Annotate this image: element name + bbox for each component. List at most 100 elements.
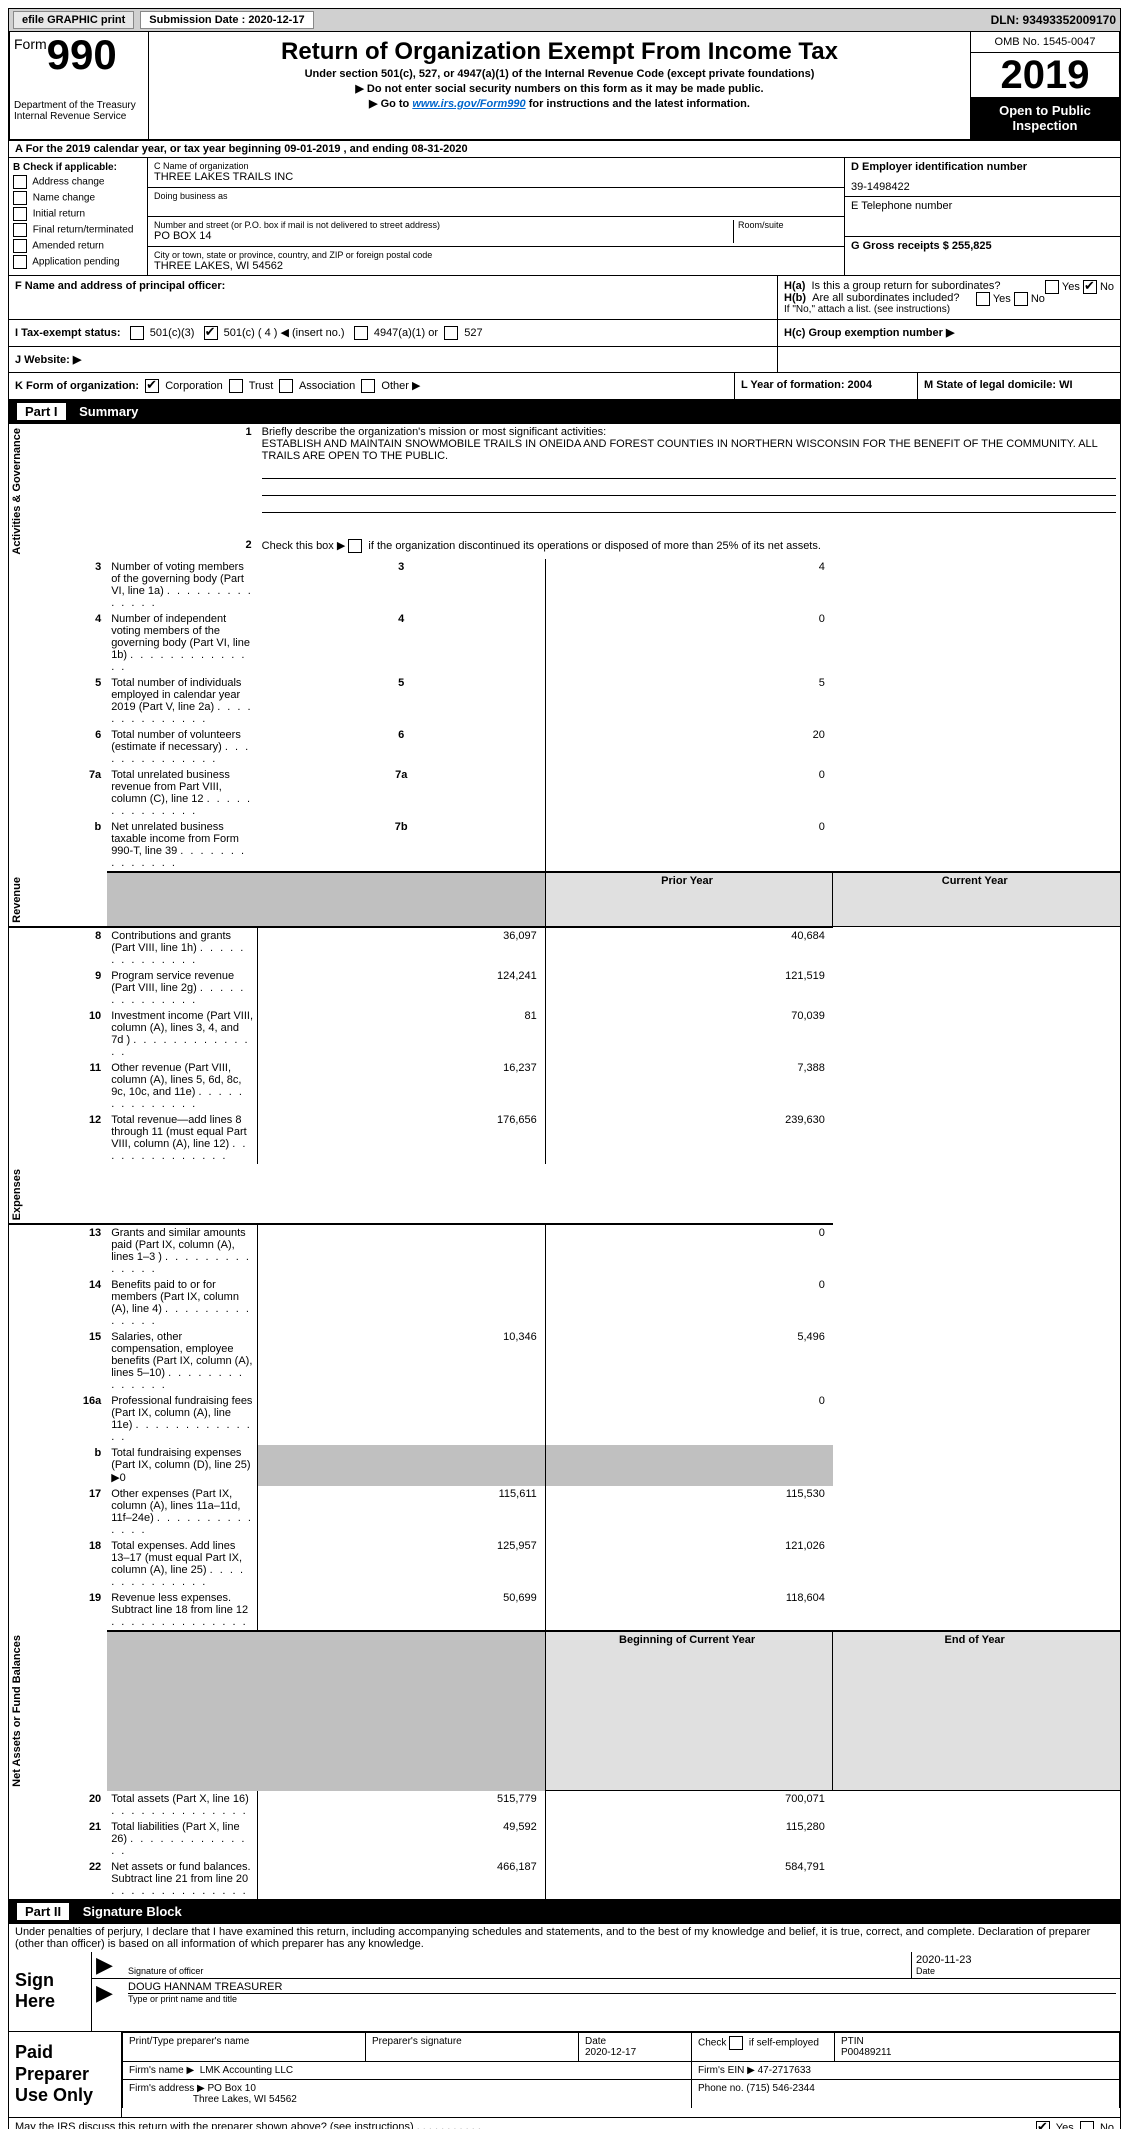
- org-name-cell: C Name of organization THREE LAKES TRAIL…: [148, 158, 844, 188]
- subtitle-3: ▶ Go to www.irs.gov/Form990 for instruct…: [155, 97, 964, 110]
- side-revenue: Revenue: [9, 872, 108, 927]
- assoc-checkbox[interactable]: [279, 379, 293, 393]
- ptin-val: P00489211: [841, 2047, 891, 2058]
- side-netassets: Net Assets or Fund Balances: [9, 1631, 108, 1791]
- form-number: 990: [47, 31, 117, 78]
- sig-date-val: 2020-11-23: [916, 1954, 1116, 1966]
- firm-name-label: Firm's name ▶: [129, 2065, 194, 2076]
- dba-label: Doing business as: [154, 191, 838, 201]
- efile-button[interactable]: efile GRAPHIC print: [13, 11, 134, 29]
- self-employed-checkbox[interactable]: [729, 2036, 743, 2050]
- phone-val: (715) 546-2344: [746, 2083, 814, 2094]
- part-2-header: Part II Signature Block: [8, 1900, 1121, 1924]
- ha-no-checkbox[interactable]: [1083, 280, 1097, 294]
- py-val: [258, 1393, 546, 1445]
- firm-ein: 47-2717633: [758, 2065, 811, 2076]
- header-left: Form990 Department of the Treasury Inter…: [10, 32, 149, 139]
- city-label: City or town, state or province, country…: [154, 250, 838, 260]
- py-val: 16,237: [258, 1060, 546, 1112]
- d-label: D Employer identification number: [851, 161, 1027, 173]
- current-year-header: Current Year: [833, 872, 1121, 927]
- part-2-label: Part II: [17, 1903, 69, 1920]
- gross-receipts-cell: G Gross receipts $ 255,825: [845, 237, 1120, 275]
- line2-checkbox[interactable]: [348, 539, 362, 553]
- hb-yes-checkbox[interactable]: [976, 292, 990, 306]
- firm-ein-label: Firm's EIN ▶: [698, 2065, 755, 2076]
- col-b-checkboxes: B Check if applicable: Address change Na…: [9, 158, 148, 275]
- header-right: OMB No. 1545-0047 2019 Open to Public In…: [970, 32, 1119, 139]
- line-desc: Professional fundraising fees (Part IX, …: [107, 1393, 257, 1445]
- form-label: Form: [14, 36, 47, 52]
- cy-val: 239,630: [545, 1112, 833, 1164]
- tax-year: 2019: [971, 53, 1119, 97]
- line-desc: Total unrelated business revenue from Pa…: [107, 767, 257, 819]
- print-name-label: Print/Type preparer's name: [129, 2036, 249, 2047]
- line-box: 7a: [258, 767, 546, 819]
- other-checkbox[interactable]: [361, 379, 375, 393]
- f-label: F Name and address of principal officer:: [15, 280, 225, 292]
- block-f-h: F Name and address of principal officer:…: [8, 276, 1121, 320]
- cy-val: 40,684: [545, 927, 833, 968]
- line-desc: Total fundraising expenses (Part IX, col…: [107, 1445, 257, 1486]
- cy-val: 115,280: [545, 1819, 833, 1859]
- e-label: E Telephone number: [851, 200, 952, 212]
- discuss-no-checkbox[interactable]: [1080, 2121, 1094, 2129]
- corp-checkbox[interactable]: [145, 379, 159, 393]
- m-state: M State of legal domicile: WI: [924, 379, 1073, 391]
- py-val: 49,592: [258, 1819, 546, 1859]
- hb-no-checkbox[interactable]: [1014, 292, 1028, 306]
- i-label: I Tax-exempt status:: [15, 327, 121, 339]
- 527-checkbox[interactable]: [444, 326, 458, 340]
- py-val: 10,346: [258, 1329, 546, 1393]
- cy-val: 584,791: [545, 1859, 833, 1900]
- line-desc: Other revenue (Part VIII, column (A), li…: [107, 1060, 257, 1112]
- open-public: Open to Public Inspection: [971, 97, 1119, 139]
- line-desc: Investment income (Part VIII, column (A)…: [107, 1008, 257, 1060]
- colb-option[interactable]: Amended return: [13, 239, 143, 253]
- top-bar: efile GRAPHIC print Submission Date : 20…: [8, 8, 1121, 32]
- 4947-checkbox[interactable]: [354, 326, 368, 340]
- py-val: 50,699: [258, 1590, 546, 1631]
- k-label: K Form of organization:: [15, 380, 139, 392]
- colb-option[interactable]: Name change: [13, 191, 143, 205]
- cy-val: 700,071: [545, 1791, 833, 1819]
- ptin-label: PTIN: [841, 2036, 864, 2047]
- firm-addr1: PO Box 10: [208, 2083, 256, 2094]
- cy-val: 7,388: [545, 1060, 833, 1112]
- prep-sig-label: Preparer's signature: [372, 2036, 462, 2047]
- sign-here: Sign Here: [9, 1952, 91, 2031]
- l-year: L Year of formation: 2004: [741, 379, 872, 391]
- line-val: 0: [545, 819, 833, 872]
- line-desc: Number of voting members of the governin…: [107, 559, 257, 611]
- goto-pre: ▶ Go to: [369, 98, 412, 110]
- trust-checkbox[interactable]: [229, 379, 243, 393]
- line-desc: Other expenses (Part IX, column (A), lin…: [107, 1486, 257, 1538]
- officer-name: DOUG HANNAM TREASURER: [128, 1981, 1116, 1994]
- colb-option[interactable]: Application pending: [13, 255, 143, 269]
- line-box: 3: [258, 559, 546, 611]
- sig-date-label: Date: [916, 1966, 935, 1976]
- line-box: 7b: [258, 819, 546, 872]
- colb-option[interactable]: Initial return: [13, 207, 143, 221]
- submission-date: Submission Date : 2020-12-17: [140, 11, 313, 29]
- room-label: Room/suite: [733, 220, 838, 243]
- discuss-yes-checkbox[interactable]: [1036, 2121, 1050, 2129]
- subtitle-2: ▶ Do not enter social security numbers o…: [155, 82, 964, 95]
- py-val: 515,779: [258, 1791, 546, 1819]
- ha-yes-checkbox[interactable]: [1045, 280, 1059, 294]
- hc-label: H(c) Group exemption number ▶: [784, 327, 954, 339]
- 501c-checkbox[interactable]: [204, 326, 218, 340]
- colb-option[interactable]: Final return/terminated: [13, 223, 143, 237]
- cy-val: 0: [545, 1224, 833, 1277]
- hb-note: If "No," attach a list. (see instruction…: [784, 304, 1114, 315]
- form990-link[interactable]: www.irs.gov/Form990: [412, 98, 525, 110]
- line-val: 20: [545, 727, 833, 767]
- line-desc: Net unrelated business taxable income fr…: [107, 819, 257, 872]
- line-desc: Grants and similar amounts paid (Part IX…: [107, 1224, 257, 1277]
- signature-block: Under penalties of perjury, I declare th…: [8, 1924, 1121, 2032]
- dln: DLN: 93493352009170: [991, 13, 1116, 27]
- org-name: THREE LAKES TRAILS INC: [154, 171, 838, 183]
- cy-val: 0: [545, 1277, 833, 1329]
- 501c3-checkbox[interactable]: [130, 326, 144, 340]
- colb-option[interactable]: Address change: [13, 175, 143, 189]
